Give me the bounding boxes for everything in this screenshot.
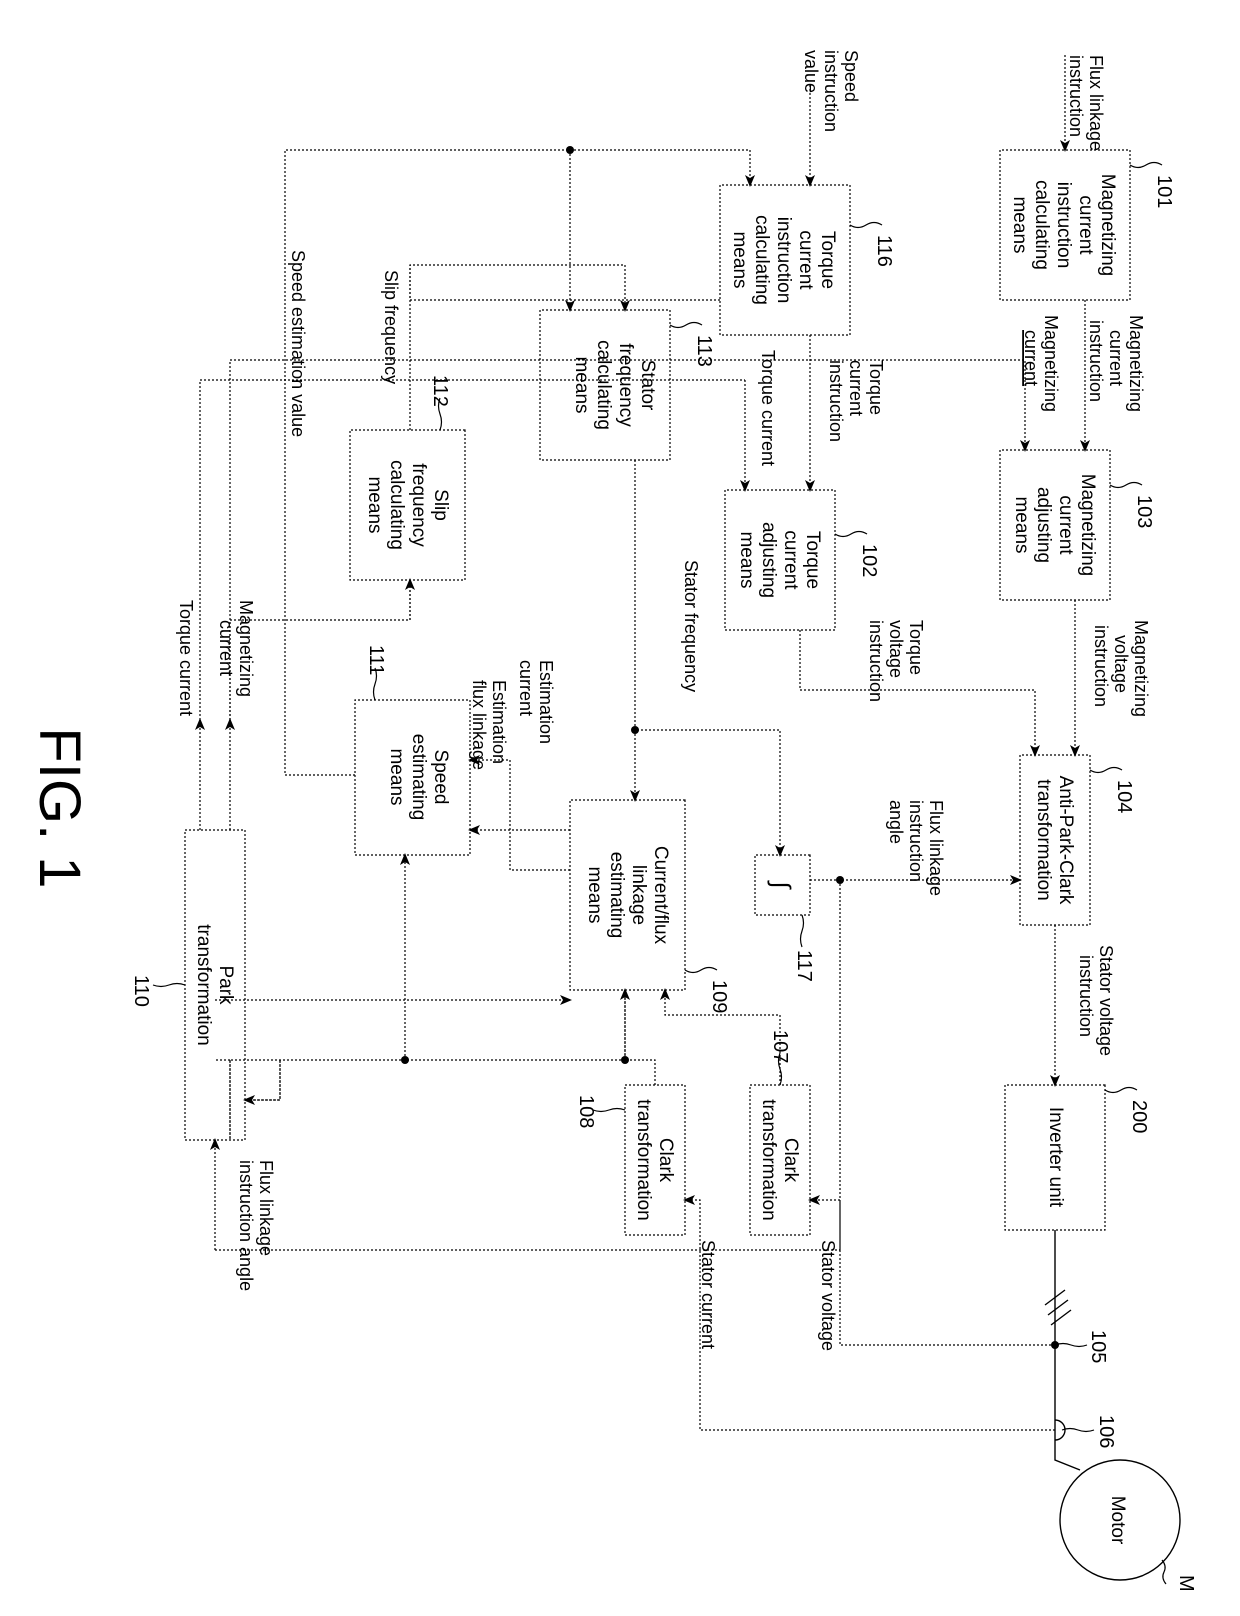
block-integrator: ∫ (755, 855, 810, 915)
svg-text:Current/flux: Current/flux (650, 846, 671, 945)
block-speed-est: Speed estimating means (355, 700, 470, 855)
ref-108: 108 (575, 1095, 597, 1128)
svg-text:transformation: transformation (193, 924, 214, 1045)
block-torque-curr-instr-calc: Torque current instruction calculating m… (720, 185, 850, 335)
block-clark-v: Clark transformation (750, 1085, 810, 1235)
svg-text:means: means (1011, 496, 1032, 553)
block-diagram: Magnetizing current instruction calculat… (0, 0, 1240, 1616)
signal-mag-volt-instr: Magnetizingvoltageinstruction (1091, 620, 1151, 717)
signal-est-flux: Estimationflux linkage (469, 680, 509, 770)
svg-text:adjusting: adjusting (758, 522, 779, 598)
svg-text:frequency: frequency (408, 463, 429, 547)
block-clark-i: Clark transformation (625, 1085, 685, 1235)
ref-102: 102 (858, 544, 880, 577)
svg-text:means: means (386, 748, 407, 805)
svg-text:current: current (1055, 495, 1076, 555)
ref-110: 110 (130, 975, 152, 1007)
signal-speed-instr: Speedinstructionvalue (801, 50, 861, 132)
svg-text:calculating: calculating (1031, 180, 1052, 270)
signal-stator-voltage: Stator voltage (818, 1240, 838, 1351)
ref-105: 105 (1087, 1330, 1109, 1363)
svg-text:estimating: estimating (606, 852, 627, 939)
svg-text:Clark: Clark (655, 1138, 676, 1183)
signal-mag-curr-out: Magnetizingcurrent (216, 600, 256, 697)
svg-text:current: current (1075, 195, 1096, 255)
svg-text:calculating: calculating (751, 215, 772, 305)
signal-est-current: Estimationcurrent (516, 660, 556, 744)
svg-text:transformation: transformation (1033, 779, 1054, 900)
svg-text:Stator: Stator (637, 360, 658, 411)
ref-117: 117 (793, 950, 815, 982)
svg-text:Torque: Torque (802, 531, 823, 589)
svg-text:current: current (780, 530, 801, 590)
ref-103: 103 (1133, 495, 1155, 528)
svg-text:means: means (736, 531, 757, 588)
ref-200: 200 (1128, 1100, 1150, 1133)
svg-text:means: means (364, 476, 385, 533)
svg-text:adjusting: adjusting (1033, 487, 1054, 563)
signal-slip-freq: Slip frequency (381, 270, 401, 384)
signal-flux-linkage-angle: Flux linkageinstructionangle (886, 800, 946, 896)
svg-text:calculating: calculating (386, 460, 407, 550)
signal-torque-curr-instr: Torquecurrentinstruction (826, 360, 886, 442)
svg-text:means: means (584, 866, 605, 923)
svg-text:current: current (795, 230, 816, 290)
signal-stator-current: Stator current (698, 1240, 718, 1349)
signal-speed-est-val: Speed estimation value (288, 250, 308, 437)
svg-text:frequency: frequency (615, 343, 636, 427)
svg-text:means: means (729, 231, 750, 288)
svg-text:linkage: linkage (628, 865, 649, 925)
signal-stator-freq: Stator frequency (681, 560, 701, 692)
block-stator-freq-calc: Stator frequency calculating means (540, 310, 670, 460)
ref-111: 111 (365, 645, 387, 675)
svg-text:Park: Park (215, 965, 236, 1005)
figure-label: FIG. 1 (27, 727, 92, 888)
ref-M: M (1175, 1575, 1197, 1592)
svg-text:Magnetizing: Magnetizing (1097, 174, 1118, 276)
signal-torque-curr: Torque current (758, 350, 778, 466)
ref-109: 109 (708, 980, 730, 1013)
block-anti-park-clark: Anti-Park-Clark transformation (1020, 755, 1090, 925)
svg-text:Inverter unit: Inverter unit (1045, 1107, 1066, 1208)
block-motor: Motor (1060, 1460, 1180, 1580)
signal-flux-linkage-angle2: Flux linkageinstruction angle (236, 1160, 276, 1291)
ref-101: 101 (1153, 175, 1175, 208)
svg-text:transformation: transformation (758, 1099, 779, 1220)
ref-106: 106 (1095, 1415, 1117, 1448)
svg-text:transformation: transformation (633, 1099, 654, 1220)
ref-113: 113 (693, 335, 715, 367)
svg-text:∫: ∫ (767, 880, 795, 890)
block-park-trans: Park transformation (185, 830, 245, 1140)
signal-mag-curr: Magnetizingcurrent (1021, 315, 1061, 412)
svg-text:Anti-Park-Clark: Anti-Park-Clark (1055, 776, 1076, 905)
signal-stator-volt-instr: Stator voltageinstruction (1076, 945, 1116, 1056)
svg-text:Motor: Motor (1107, 1496, 1128, 1545)
ref-116: 116 (873, 235, 895, 267)
svg-text:Torque: Torque (817, 231, 838, 289)
svg-text:estimating: estimating (408, 734, 429, 821)
block-mag-curr-instr-calc: Magnetizing current instruction calculat… (1000, 150, 1130, 300)
diagram-canvas: Magnetizing current instruction calculat… (0, 0, 1240, 1616)
rotated-layout: Magnetizing current instruction calculat… (0, 0, 1240, 1616)
svg-text:means: means (571, 356, 592, 413)
svg-text:instruction: instruction (1053, 182, 1074, 269)
svg-text:calculating: calculating (593, 340, 614, 430)
block-mag-curr-adj: Magnetizing current adjusting means (1000, 450, 1110, 600)
svg-text:means: means (1009, 196, 1030, 253)
svg-text:Slip: Slip (430, 489, 451, 521)
block-slip-freq-calc: Slip frequency calculating means (350, 430, 465, 580)
ref-104: 104 (1113, 780, 1135, 813)
signal-torque-curr-out: Torque current (176, 600, 196, 716)
signal-flux-linkage-instruction: Flux linkageinstruction (1066, 55, 1106, 151)
block-inverter: Inverter unit (1005, 1085, 1105, 1230)
svg-text:Speed: Speed (430, 750, 451, 805)
block-curr-flux-est: Current/flux linkage estimating means (570, 800, 685, 990)
svg-text:instruction: instruction (773, 217, 794, 304)
svg-text:Magnetizing: Magnetizing (1077, 474, 1098, 576)
signal-mag-curr-instr: Magnetizingcurrentinstruction (1086, 315, 1146, 412)
block-torque-curr-adj: Torque current adjusting means (725, 490, 835, 630)
svg-text:Clark: Clark (780, 1138, 801, 1183)
